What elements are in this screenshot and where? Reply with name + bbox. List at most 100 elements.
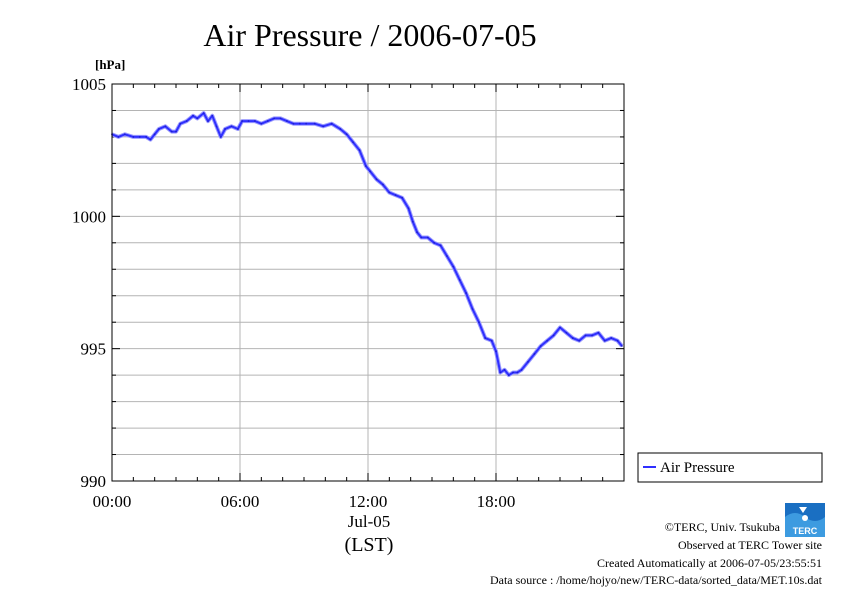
data-point [520, 368, 523, 371]
y-tick-label: 1000 [72, 207, 106, 226]
data-point [145, 136, 148, 138]
data-point [138, 136, 141, 138]
data-point [207, 120, 209, 122]
data-point [117, 136, 120, 138]
x-tick-label: 12:00 [349, 492, 388, 511]
gridlines [112, 84, 624, 481]
plot-frame [111, 83, 625, 482]
data-point [153, 133, 156, 136]
legend-box [637, 452, 823, 483]
data-point [465, 292, 468, 294]
data-point [149, 138, 152, 141]
data-point [394, 194, 397, 197]
data-point [471, 308, 474, 310]
data-point [484, 337, 487, 339]
data-point [446, 255, 448, 257]
data-point [236, 128, 239, 130]
data-point [279, 117, 282, 120]
data-point [516, 371, 519, 374]
footer-observed: Observed at TERC Tower site [677, 538, 822, 552]
data-point [179, 122, 182, 125]
data-point [175, 130, 177, 133]
data-point [610, 337, 613, 339]
data-point [158, 128, 160, 130]
data-point [388, 191, 391, 194]
data-point [202, 112, 205, 115]
y-tick-labels: 990 995 1000 1005 [72, 75, 106, 491]
footer-copyright: ©TERC, Univ. Tsukuba [664, 520, 780, 534]
data-point [345, 133, 348, 136]
x-tick-label: 00:00 [93, 492, 132, 511]
data-point [247, 120, 250, 122]
data-point [478, 321, 480, 324]
data-point [439, 244, 442, 247]
x-tick-labels: 00:00 06:00 12:00 18:00 [93, 492, 516, 511]
data-point [507, 374, 510, 377]
data-point [339, 128, 342, 130]
data-point [591, 334, 593, 337]
x-date-label: Jul-05 [348, 512, 391, 531]
data-point [620, 345, 623, 347]
data-point [616, 339, 619, 342]
terc-logo: TERC [785, 503, 825, 537]
data-point [407, 207, 410, 210]
data-point [559, 326, 561, 329]
data-point [185, 120, 188, 122]
data-point [330, 122, 333, 125]
data-point [305, 122, 308, 125]
data-point [170, 130, 173, 133]
logo-text: TERC [793, 526, 818, 536]
data-point [401, 196, 404, 199]
data-point [219, 136, 222, 138]
data-point [426, 236, 429, 239]
data-point [322, 125, 325, 128]
data-point [503, 368, 506, 371]
series-line-halo [111, 111, 624, 378]
data-point [597, 331, 600, 334]
data-point [433, 241, 436, 244]
data-point [490, 339, 493, 342]
data-point [578, 339, 581, 342]
y-axis-label: [hPa] [95, 57, 125, 72]
data-point [192, 114, 194, 117]
data-point [266, 120, 269, 122]
data-point [527, 361, 529, 363]
footer-source: Data source : /home/hojyo/new/TERC-data/… [489, 573, 822, 587]
data-point [420, 236, 423, 239]
data-point [539, 345, 542, 347]
data-point [211, 114, 214, 117]
data-point [215, 125, 218, 128]
y-tick-label: 990 [81, 472, 107, 491]
series-line [111, 112, 623, 377]
data-point [416, 231, 418, 234]
data-point [273, 117, 276, 120]
data-point [196, 117, 199, 120]
data-point [533, 353, 536, 355]
data-point [458, 278, 461, 281]
data-point [512, 371, 514, 374]
x-tick-label: 06:00 [221, 492, 260, 511]
data-point [369, 170, 372, 173]
data-point [352, 141, 354, 144]
data-point [603, 339, 606, 342]
legend-label: Air Pressure [660, 460, 735, 476]
data-point [584, 334, 587, 337]
y-tick-label: 995 [81, 340, 107, 359]
data-point [499, 371, 502, 374]
data-point [254, 120, 256, 122]
data-point [411, 220, 414, 223]
legend: Air Pressure [637, 452, 823, 483]
data-point [313, 122, 316, 125]
data-point [571, 337, 574, 339]
data-point [241, 120, 244, 122]
data-point [358, 149, 361, 152]
data-point [375, 178, 378, 181]
data-point [123, 133, 126, 136]
x-tick-label: 18:00 [477, 492, 516, 511]
data-point [260, 122, 263, 125]
data-point [552, 334, 555, 337]
y-tick-label: 1005 [72, 75, 106, 94]
data-point [132, 136, 135, 138]
chart-title: Air Pressure / 2006-07-05 [203, 17, 536, 53]
